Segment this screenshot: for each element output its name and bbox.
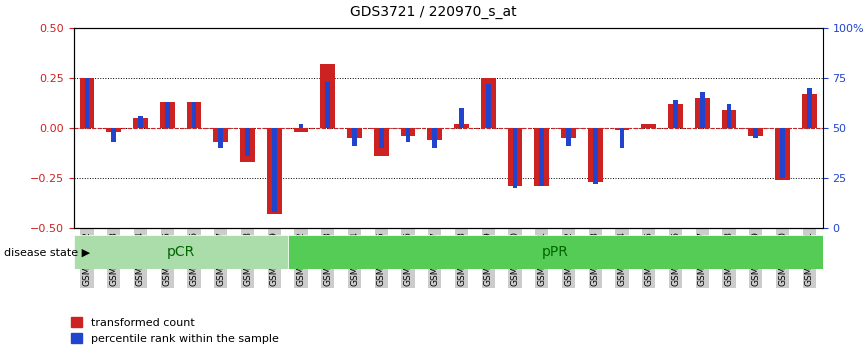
Bar <box>187 102 202 129</box>
Bar <box>401 129 416 136</box>
Bar <box>588 129 603 182</box>
Bar <box>780 129 785 178</box>
Bar <box>347 129 362 138</box>
Bar <box>454 124 469 129</box>
Bar <box>378 129 384 148</box>
Bar <box>561 129 576 138</box>
Bar <box>540 129 544 186</box>
Bar <box>267 129 281 214</box>
Bar <box>218 129 223 148</box>
Bar <box>107 129 121 132</box>
Bar <box>352 129 357 146</box>
Bar <box>326 82 330 129</box>
Text: GDS3721 / 220970_s_at: GDS3721 / 220970_s_at <box>350 5 516 19</box>
Bar <box>775 129 790 180</box>
Bar <box>513 129 518 188</box>
Bar <box>566 129 571 146</box>
Bar <box>642 124 656 129</box>
Legend: transformed count, percentile rank within the sample: transformed count, percentile rank withi… <box>66 313 283 348</box>
Bar <box>593 129 598 184</box>
Bar <box>245 129 250 156</box>
Bar <box>133 118 148 129</box>
Bar <box>534 129 549 186</box>
Bar <box>85 78 89 129</box>
Bar <box>213 129 228 142</box>
Bar <box>165 102 170 129</box>
Bar <box>807 88 811 129</box>
Bar <box>405 129 410 142</box>
Bar <box>669 104 683 129</box>
Bar <box>695 98 709 129</box>
Bar <box>620 129 624 148</box>
Bar <box>727 104 732 129</box>
Text: pPR: pPR <box>542 245 569 259</box>
Bar <box>721 110 736 129</box>
Text: pCR: pCR <box>166 245 195 259</box>
Bar <box>748 129 763 136</box>
Bar <box>160 102 175 129</box>
Bar <box>486 84 491 129</box>
Bar <box>294 129 308 132</box>
Bar <box>80 78 94 129</box>
Bar <box>481 78 495 129</box>
Bar <box>459 108 464 129</box>
Bar <box>615 129 630 130</box>
Bar <box>299 124 303 129</box>
Text: disease state ▶: disease state ▶ <box>4 248 90 258</box>
Bar <box>112 129 116 142</box>
Bar <box>428 129 443 140</box>
Bar <box>374 129 389 156</box>
Bar <box>432 129 437 148</box>
Bar <box>320 64 335 129</box>
Bar <box>191 102 197 129</box>
Bar <box>673 100 678 129</box>
Bar <box>288 235 823 269</box>
Bar <box>74 235 288 269</box>
Bar <box>507 129 522 186</box>
Bar <box>272 129 276 212</box>
Bar <box>753 129 759 138</box>
Bar <box>802 94 817 129</box>
Bar <box>138 116 143 129</box>
Bar <box>700 92 705 129</box>
Bar <box>240 129 255 162</box>
